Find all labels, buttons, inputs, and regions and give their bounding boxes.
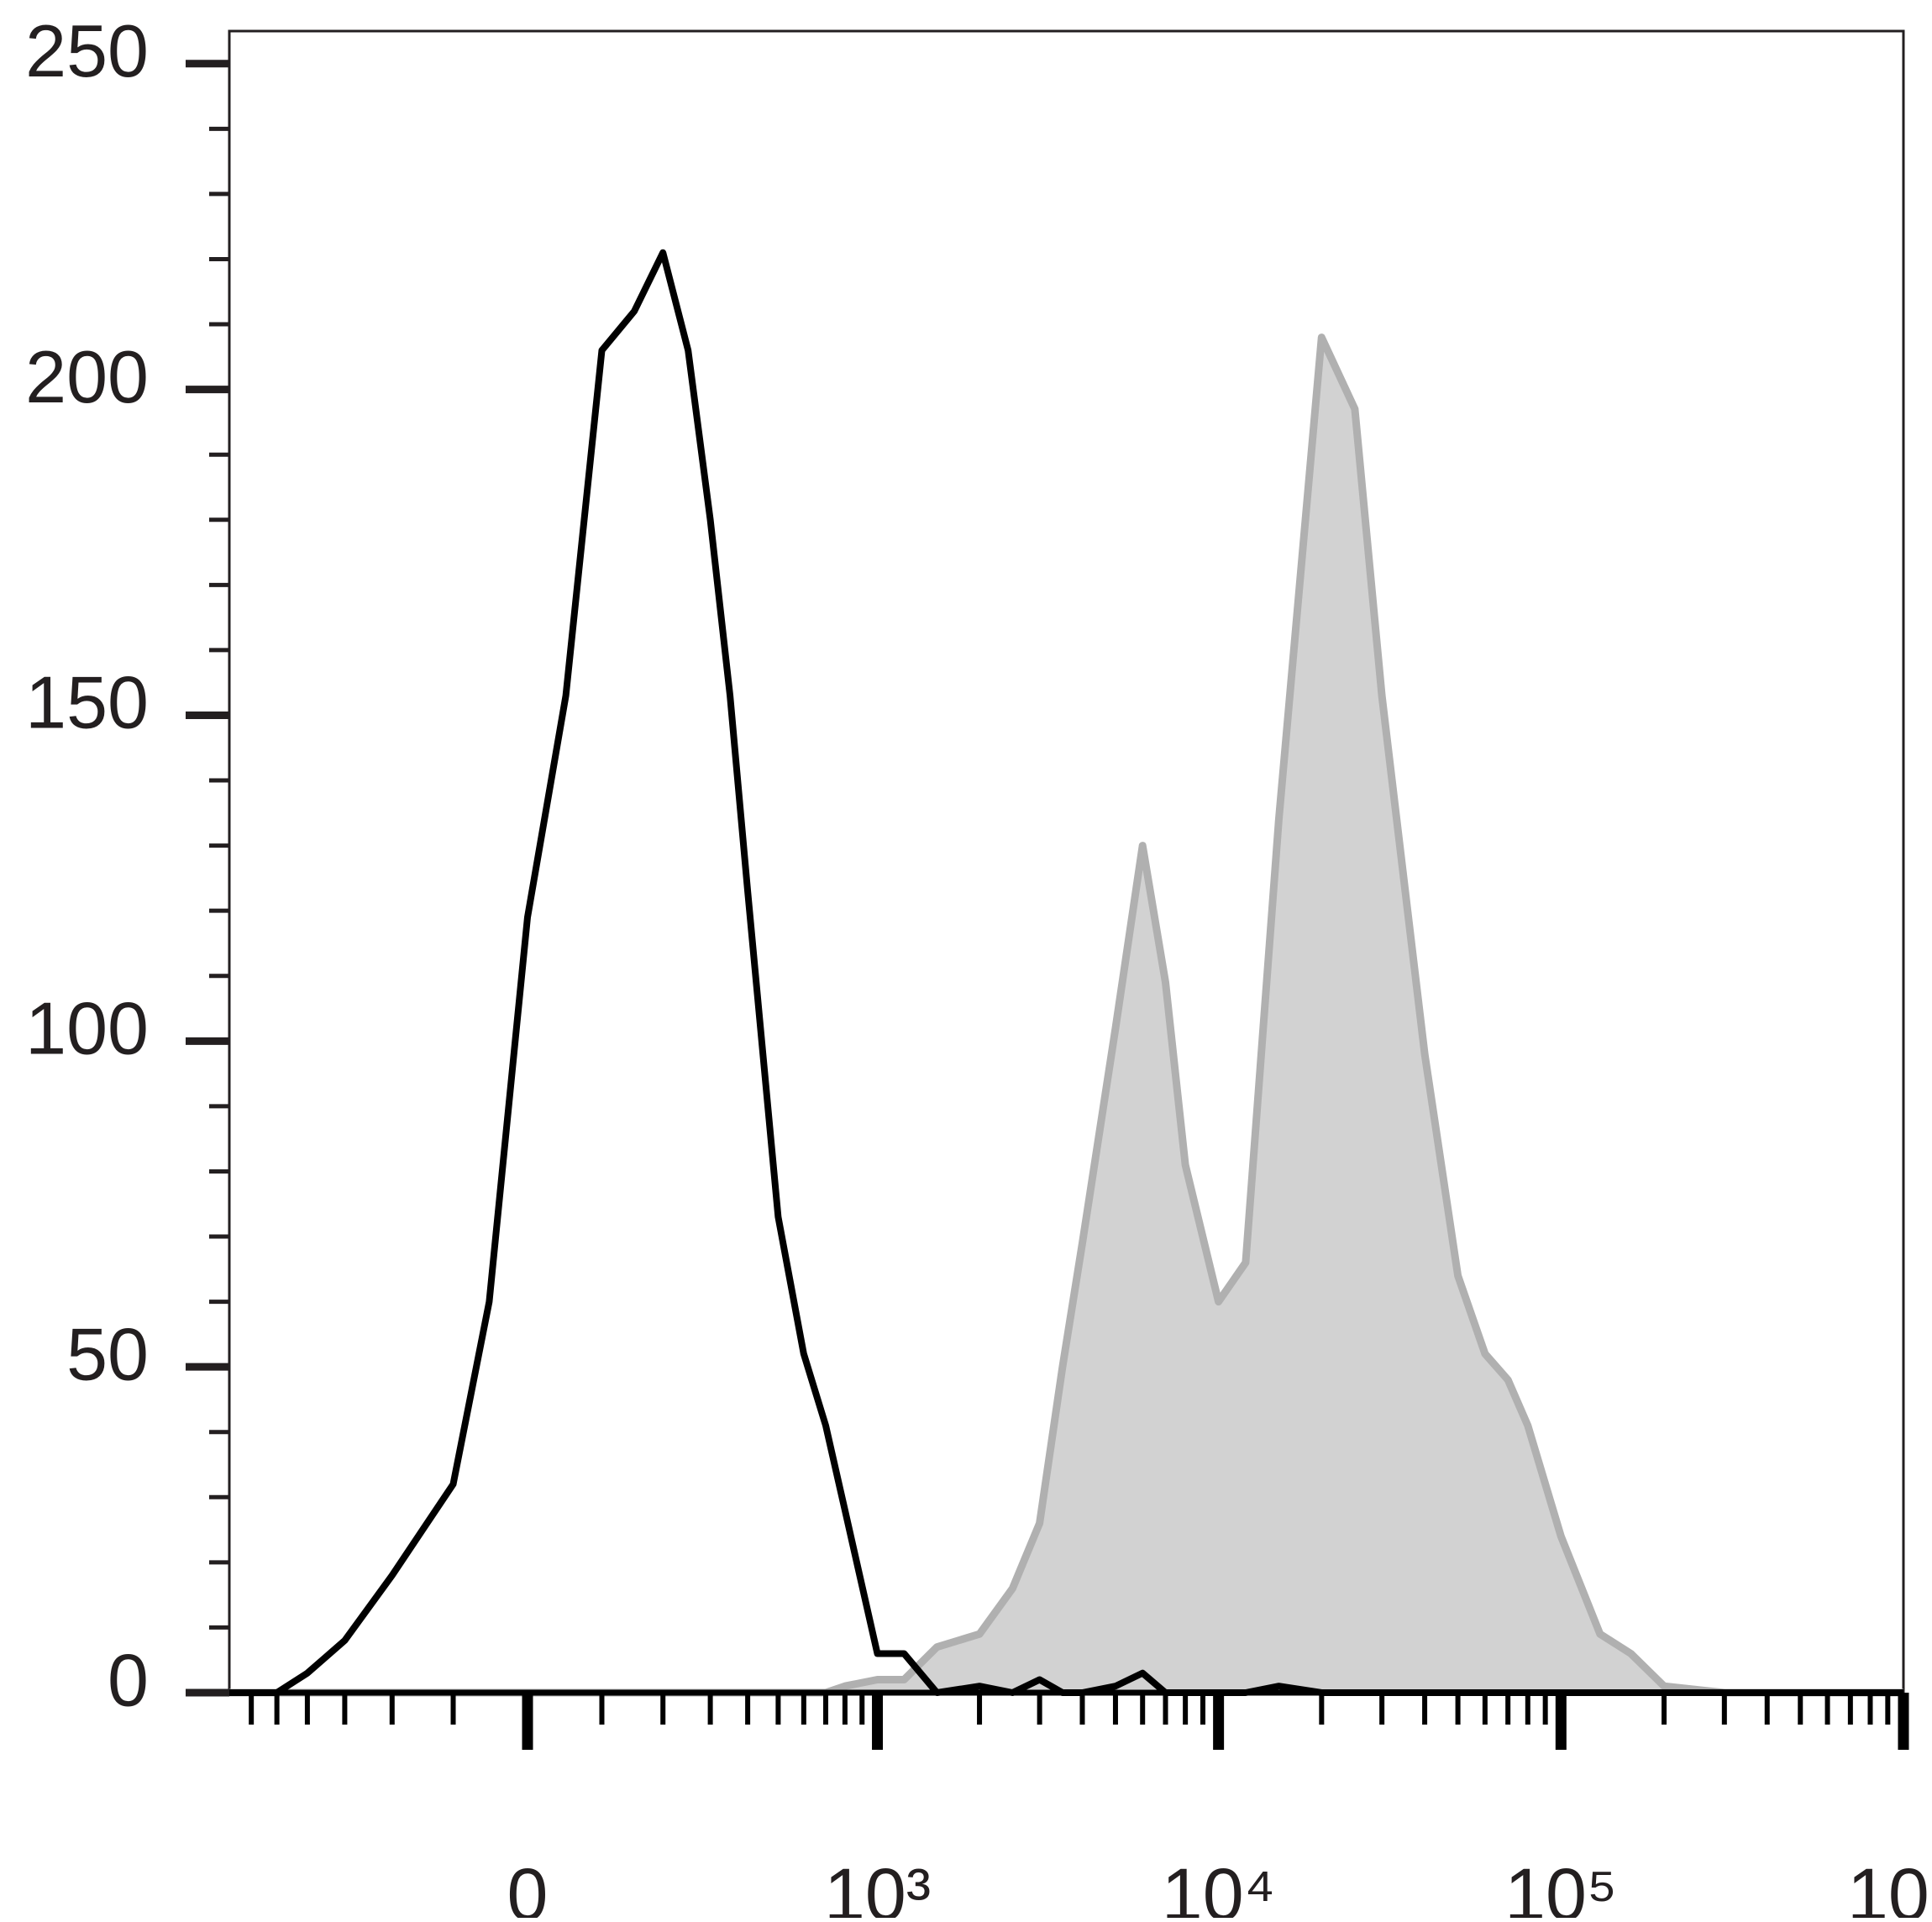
y-tick-label: 200 [25,335,149,418]
x-tick-label: 10⁶ [1847,1852,1932,1918]
x-tick-label: 0 [507,1852,549,1918]
y-tick-label: 250 [25,9,149,92]
y-tick-label: 150 [25,661,149,744]
y-tick-label: 100 [25,987,149,1070]
x-tick-label: 10³ [824,1852,931,1918]
y-tick-label: 50 [66,1312,149,1395]
y-tick-label: 0 [108,1638,149,1721]
x-tick-label: 10⁴ [1162,1852,1276,1918]
histogram-area [229,337,1903,1694]
x-tick-label: 10⁵ [1504,1852,1617,1918]
